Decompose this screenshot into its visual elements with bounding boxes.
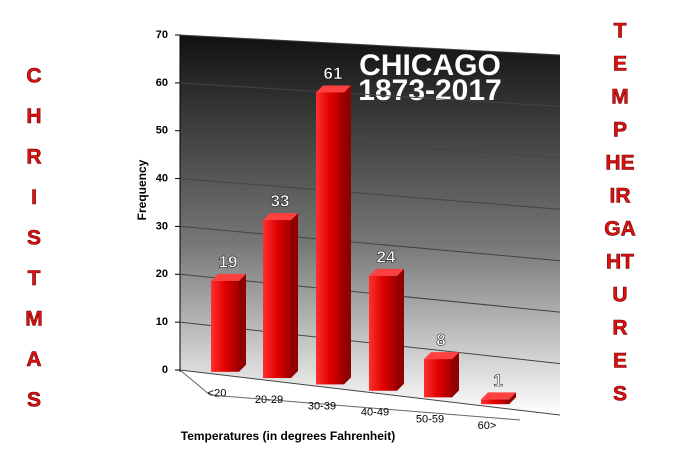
x-tick-label: 40-49 [361,407,389,419]
side-letter: E [613,350,627,373]
side-letter: M [611,86,629,109]
side-letter: HT [606,251,634,274]
side-letter: E [613,53,627,76]
side-letter: HE [605,152,634,175]
side-letter: M [25,308,43,331]
grid-line [179,369,561,416]
bar-top [263,213,298,221]
bar-side [509,392,516,405]
side-letter: S [27,227,41,250]
y-tick-label: 50 [156,125,168,137]
side-letter: GA [604,218,636,241]
x-axis-label: Temperatures (in degrees Fahrenheit) [181,429,396,443]
bar-side [344,85,351,385]
data-label: 33 [271,192,290,211]
bar [316,92,344,385]
side-letter: H [26,105,41,128]
x-tick-label: 20-29 [255,394,283,406]
data-label: 24 [377,247,396,266]
side-letter: R [612,317,627,340]
grid-line [179,225,561,262]
x-tick-label: 30-39 [308,400,336,412]
y-tick-label: 20 [156,268,168,280]
y-tick-label: 10 [156,316,168,328]
x-tick-label: 60> [478,420,497,432]
bar-side [452,352,459,398]
floor-edge [179,369,211,396]
chart-title: CHICAGO [359,49,501,82]
x-tick-label: <20 [208,388,227,400]
bar [369,275,397,391]
side-letter: C [26,65,41,88]
side-letter: T [614,20,627,43]
bar-top [211,273,246,281]
bar-top [369,268,404,276]
bar-side [397,268,404,391]
y-tick-label: 60 [156,77,168,89]
grid-line [179,130,561,159]
y-tick-label: 70 [156,29,168,41]
side-letter: P [613,119,627,142]
side-letter: S [27,389,41,412]
bar [481,399,509,405]
y-tick-label: 30 [156,220,168,232]
side-letter: A [26,348,41,371]
bar-top [481,392,516,400]
y-tick-label: 40 [156,172,168,184]
bar-top [424,352,459,360]
bar [211,280,239,372]
x-tick-label: 50-59 [416,413,444,425]
side-letter: I [31,186,37,209]
y-axis-label: Frequency [135,159,149,220]
side-letter: T [28,267,41,290]
grid-line [179,34,561,56]
bar [424,359,452,398]
data-label: 1 [493,371,502,390]
side-letter: R [26,146,41,169]
bar-side [291,213,298,379]
grid-line [179,82,561,107]
y-tick-label: 0 [162,364,168,376]
side-letter: U [612,284,627,307]
side-letter: IR [610,185,631,208]
data-label: 19 [219,252,238,271]
bar-top [316,85,351,93]
side-letter: S [613,383,627,406]
bar-side [239,273,246,372]
grid-line [179,178,561,210]
bar [263,220,291,379]
floor-edge [209,394,521,421]
data-label: 61 [324,64,343,83]
data-label: 8 [436,331,445,350]
